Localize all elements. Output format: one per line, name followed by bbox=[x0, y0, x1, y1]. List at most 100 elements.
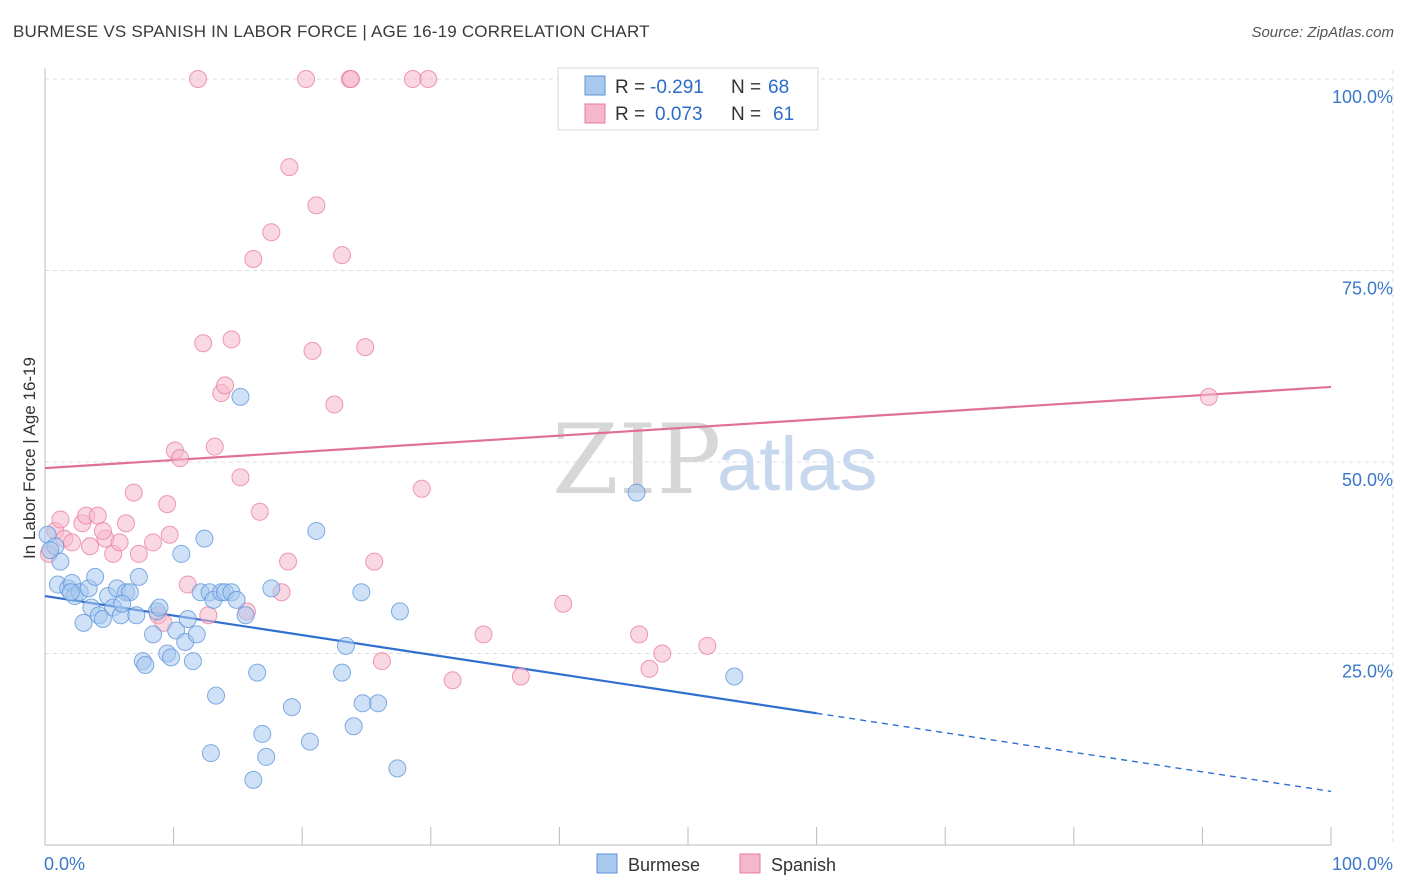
legend-r-value-burmese: -0.291 bbox=[650, 77, 704, 98]
spanish-point bbox=[307, 196, 326, 215]
spanish-point bbox=[88, 506, 107, 525]
spanish-point bbox=[554, 594, 573, 613]
burmese-point bbox=[307, 521, 326, 540]
spanish-point bbox=[640, 659, 659, 678]
spanish-point bbox=[250, 502, 269, 521]
legend-swatch-burmese bbox=[584, 75, 606, 96]
spanish-point bbox=[194, 334, 213, 353]
spanish-point bbox=[653, 644, 672, 663]
burmese-point bbox=[344, 717, 363, 736]
trend-line-burmese-extension bbox=[816, 712, 1332, 793]
legend-n-value-burmese: 68 bbox=[768, 77, 789, 98]
spanish-point bbox=[443, 671, 462, 690]
burmese-point bbox=[201, 744, 220, 763]
spanish-point bbox=[244, 250, 263, 269]
burmese-point bbox=[162, 648, 181, 667]
spanish-point bbox=[333, 246, 352, 265]
burmese-point bbox=[244, 770, 263, 789]
burmese-point bbox=[144, 625, 163, 644]
legend-n-label-spanish: N = bbox=[731, 104, 761, 125]
burmese-point bbox=[231, 387, 250, 406]
spanish-point bbox=[365, 552, 384, 571]
burmese-point bbox=[178, 610, 197, 629]
burmese-point bbox=[282, 698, 301, 717]
legend-n-label-burmese: N = bbox=[731, 77, 761, 98]
spanish-point bbox=[511, 667, 530, 686]
legend-r-value-spanish: 0.073 bbox=[655, 104, 703, 125]
spanish-point bbox=[297, 70, 316, 88]
burmese-point bbox=[113, 594, 132, 613]
y-tick-label: 50.0% bbox=[1342, 470, 1393, 490]
spanish-point bbox=[189, 70, 208, 88]
burmese-point bbox=[236, 606, 255, 625]
data-points bbox=[38, 70, 1218, 789]
gridlines bbox=[45, 70, 1394, 845]
spanish-point bbox=[124, 483, 143, 502]
spanish-point bbox=[412, 479, 431, 498]
y-tick-label: 25.0% bbox=[1342, 662, 1393, 682]
spanish-point bbox=[1199, 387, 1218, 406]
trend-line-burmese bbox=[44, 594, 817, 715]
spanish-point bbox=[325, 395, 344, 414]
burmese-point bbox=[257, 747, 276, 766]
legend-swatch-spanish bbox=[584, 103, 606, 124]
legend-n-value-spanish: 61 bbox=[773, 104, 794, 125]
burmese-point bbox=[150, 598, 169, 617]
burmese-point bbox=[183, 652, 202, 671]
spanish-point bbox=[262, 223, 281, 242]
burmese-point bbox=[369, 694, 388, 713]
burmese-point bbox=[207, 686, 226, 705]
bottom-legend-swatch-spanish bbox=[739, 853, 761, 874]
axes: 25.0% 50.0% 75.0% 100.0% bbox=[44, 68, 1393, 846]
burmese-point bbox=[195, 529, 214, 548]
trend-lines bbox=[44, 385, 1332, 793]
legend-bottom: Burmese Spanish bbox=[596, 853, 836, 875]
burmese-point bbox=[136, 655, 155, 674]
spanish-point bbox=[144, 533, 163, 552]
spanish-point bbox=[129, 544, 148, 563]
burmese-point bbox=[248, 663, 267, 682]
spanish-point bbox=[117, 514, 136, 533]
burmese-point bbox=[390, 602, 409, 621]
burmese-point bbox=[74, 613, 93, 632]
burmese-point bbox=[388, 759, 407, 778]
spanish-point bbox=[342, 70, 361, 88]
spanish-point bbox=[231, 468, 250, 487]
spanish-point bbox=[356, 338, 375, 357]
burmese-point bbox=[627, 483, 646, 502]
spanish-point bbox=[160, 525, 179, 544]
burmese-point bbox=[86, 567, 105, 586]
burmese-point bbox=[61, 583, 80, 602]
spanish-point bbox=[279, 552, 298, 571]
spanish-point bbox=[63, 533, 82, 552]
chart-source: Source: ZipAtlas.com bbox=[1251, 24, 1394, 41]
trend-line-spanish bbox=[44, 385, 1332, 470]
burmese-point bbox=[253, 724, 272, 743]
spanish-point bbox=[222, 330, 241, 349]
spanish-point bbox=[280, 158, 299, 177]
x-tick-label-min: 0.0% bbox=[44, 854, 85, 874]
bottom-legend-label-burmese: Burmese bbox=[628, 855, 700, 875]
spanish-point bbox=[205, 437, 224, 456]
burmese-point bbox=[93, 610, 112, 629]
burmese-point bbox=[51, 552, 70, 571]
y-tick-label: 75.0% bbox=[1342, 279, 1393, 299]
burmese-point bbox=[187, 625, 206, 644]
y-axis-label: In Labor Force | Age 16-19 bbox=[20, 357, 39, 559]
burmese-point bbox=[172, 544, 191, 563]
burmese-point bbox=[262, 579, 281, 598]
spanish-point bbox=[372, 652, 391, 671]
legend-r-label-burmese: R = bbox=[615, 77, 645, 98]
burmese-point bbox=[300, 732, 319, 751]
spanish-point bbox=[630, 625, 649, 644]
burmese-point bbox=[129, 567, 148, 586]
bottom-legend-label-spanish: Spanish bbox=[771, 855, 836, 875]
spanish-point bbox=[303, 341, 322, 360]
burmese-point bbox=[336, 636, 355, 655]
spanish-point bbox=[171, 449, 190, 468]
spanish-point bbox=[93, 521, 112, 540]
spanish-point bbox=[474, 625, 493, 644]
burmese-point bbox=[725, 667, 744, 686]
y-tick-label: 100.0% bbox=[1332, 87, 1393, 107]
